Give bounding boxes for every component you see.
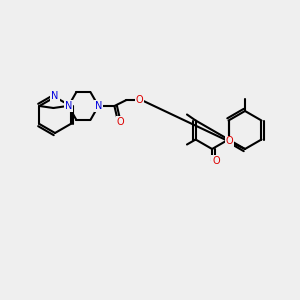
Text: O: O bbox=[117, 117, 124, 127]
Text: N: N bbox=[65, 101, 72, 111]
Text: N: N bbox=[95, 101, 102, 111]
Text: N: N bbox=[51, 91, 59, 101]
Text: O: O bbox=[212, 156, 220, 166]
Text: O: O bbox=[226, 136, 233, 146]
Text: O: O bbox=[136, 95, 143, 105]
Text: O: O bbox=[136, 95, 143, 105]
